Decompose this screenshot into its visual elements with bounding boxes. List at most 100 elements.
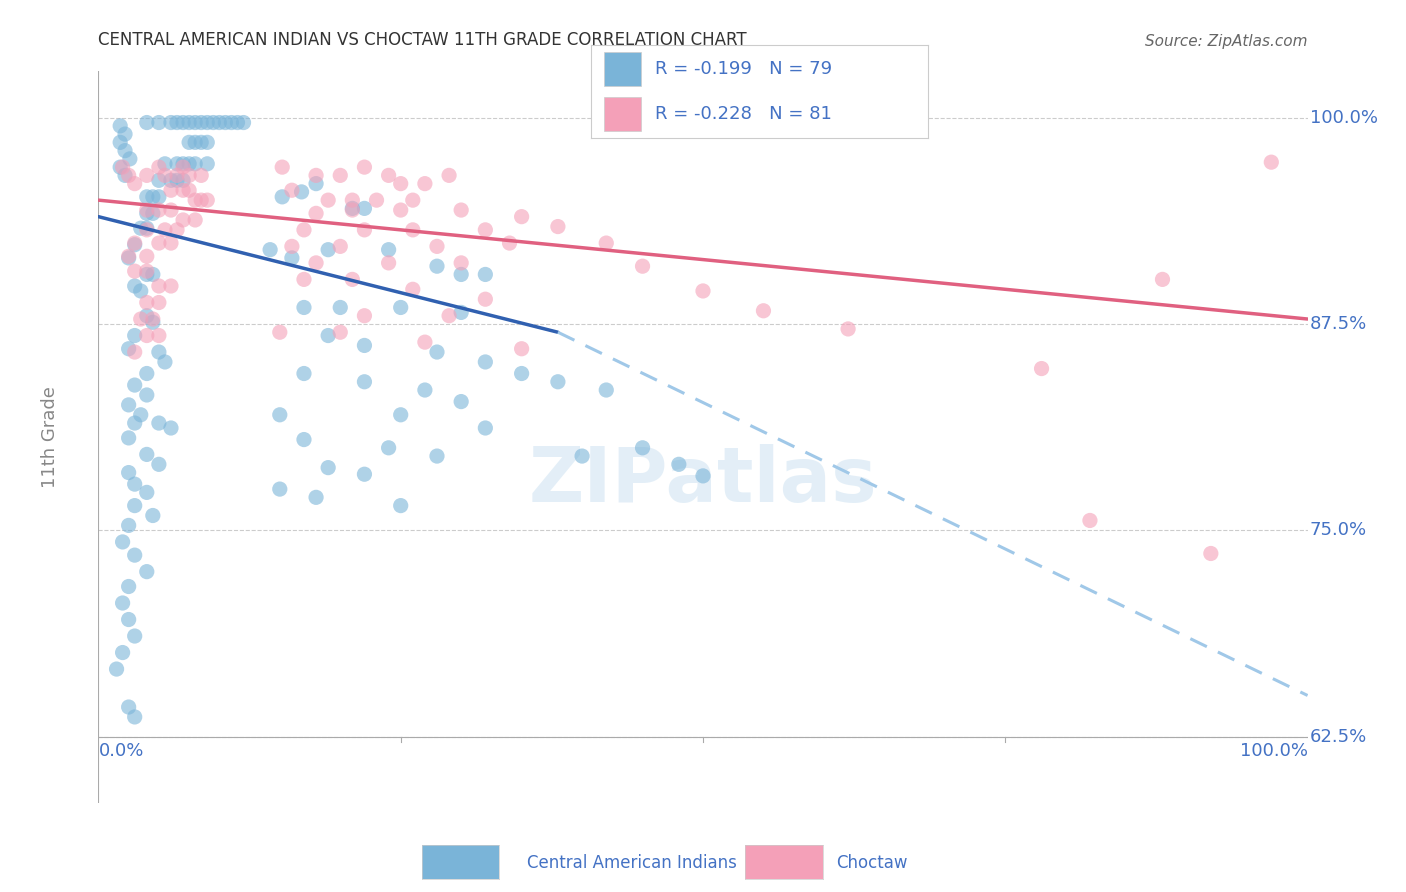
Text: 11th Grade: 11th Grade — [41, 386, 59, 488]
Point — [377, 169, 399, 183]
Point — [172, 213, 194, 227]
Point — [124, 378, 146, 392]
Point — [292, 223, 315, 237]
Point — [305, 491, 328, 505]
Text: 100.0%: 100.0% — [1310, 109, 1378, 127]
Point — [474, 421, 496, 435]
Point — [135, 206, 157, 220]
Point — [124, 236, 146, 251]
Point — [292, 367, 315, 381]
Point — [305, 256, 328, 270]
Point — [135, 485, 157, 500]
Point — [148, 416, 170, 430]
Point — [153, 355, 176, 369]
Point — [389, 301, 412, 315]
Point — [177, 136, 201, 150]
Text: Choctaw: Choctaw — [837, 854, 908, 871]
Point — [135, 202, 157, 217]
Point — [269, 408, 291, 422]
Point — [118, 518, 141, 533]
Point — [195, 136, 218, 150]
Point — [172, 160, 194, 174]
Point — [135, 190, 157, 204]
Point — [124, 279, 146, 293]
Point — [135, 565, 157, 579]
Point — [148, 295, 170, 310]
Point — [450, 394, 472, 409]
Point — [142, 315, 165, 329]
Point — [498, 236, 520, 251]
Point — [118, 342, 141, 356]
Point — [450, 256, 472, 270]
Point — [342, 202, 364, 217]
Point — [426, 449, 449, 463]
Point — [595, 383, 617, 397]
Point — [474, 355, 496, 369]
Point — [413, 177, 436, 191]
Point — [129, 312, 152, 326]
Point — [631, 259, 654, 273]
Point — [111, 596, 134, 610]
Point — [474, 268, 496, 282]
Point — [342, 193, 364, 207]
Text: 100.0%: 100.0% — [1240, 742, 1308, 760]
Point — [402, 193, 425, 207]
Point — [290, 185, 312, 199]
Point — [118, 700, 141, 714]
Point — [118, 249, 141, 263]
Point — [259, 243, 281, 257]
Point — [202, 115, 225, 129]
Point — [450, 305, 472, 319]
Point — [148, 190, 170, 204]
Point — [353, 467, 375, 482]
Point — [292, 433, 315, 447]
Point — [148, 173, 170, 187]
Point — [166, 115, 188, 129]
Point — [668, 458, 690, 472]
Point — [108, 160, 131, 174]
Point — [426, 345, 449, 359]
Point — [142, 508, 165, 523]
Point — [571, 449, 593, 463]
Point — [389, 177, 412, 191]
Point — [353, 202, 375, 216]
Point — [135, 268, 157, 282]
Point — [135, 169, 157, 183]
Point — [135, 115, 157, 129]
Text: CENTRAL AMERICAN INDIAN VS CHOCTAW 11TH GRADE CORRELATION CHART: CENTRAL AMERICAN INDIAN VS CHOCTAW 11TH … — [98, 31, 747, 49]
Point — [595, 236, 617, 251]
Point — [160, 183, 183, 197]
Point — [184, 136, 207, 150]
Point — [177, 169, 201, 183]
Text: 87.5%: 87.5% — [1310, 315, 1367, 333]
Point — [353, 160, 375, 174]
Point — [547, 219, 569, 234]
Point — [184, 213, 207, 227]
Point — [377, 441, 399, 455]
Point — [190, 115, 212, 129]
Point — [172, 183, 194, 197]
Point — [316, 243, 339, 257]
Point — [402, 223, 425, 237]
Point — [148, 160, 170, 174]
Point — [148, 279, 170, 293]
Point — [305, 169, 328, 183]
Point — [329, 169, 352, 183]
Point — [142, 206, 165, 220]
Point — [316, 193, 339, 207]
Point — [114, 144, 136, 158]
Point — [389, 408, 412, 422]
Point — [129, 284, 152, 298]
Point — [166, 223, 188, 237]
Point — [124, 710, 146, 724]
Point — [353, 309, 375, 323]
Point — [316, 328, 339, 343]
Point — [111, 646, 134, 660]
Point — [124, 237, 146, 252]
Point — [135, 367, 157, 381]
Point — [1031, 361, 1053, 376]
Point — [172, 173, 194, 187]
Point — [353, 375, 375, 389]
Point — [160, 173, 183, 187]
Point — [148, 236, 170, 251]
